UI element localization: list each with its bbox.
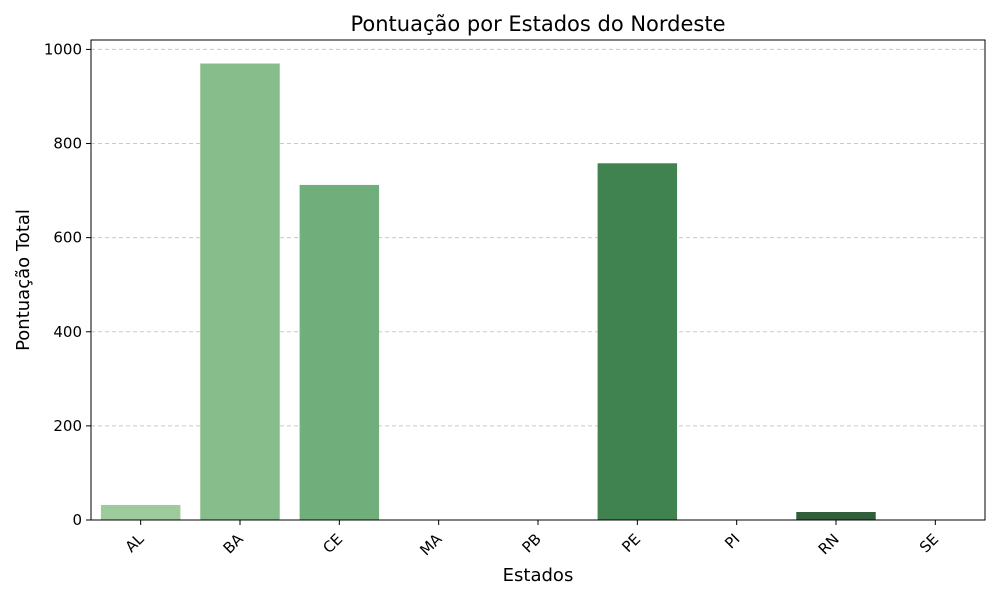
x-axis-label: Estados — [503, 565, 574, 586]
bars — [100, 63, 876, 521]
chart-title: Pontuação por Estados do Nordeste — [350, 12, 725, 36]
bar-al — [100, 504, 181, 520]
y-tick-label: 1000 — [44, 40, 82, 58]
y-tick-label: 200 — [53, 417, 82, 435]
bar-ba — [200, 63, 280, 520]
y-axis-label: Pontuação Total — [13, 209, 34, 351]
y-tick-label: 0 — [72, 511, 82, 529]
y-tick-label: 400 — [53, 323, 82, 341]
bar-rn — [796, 512, 876, 520]
bar-ce — [299, 184, 380, 521]
y-tick-label: 800 — [53, 135, 82, 153]
bar-pe — [597, 163, 678, 520]
y-tick-label: 600 — [53, 229, 82, 247]
y-axis-ticks: 0 200 400 600 800 1000 — [44, 40, 91, 529]
